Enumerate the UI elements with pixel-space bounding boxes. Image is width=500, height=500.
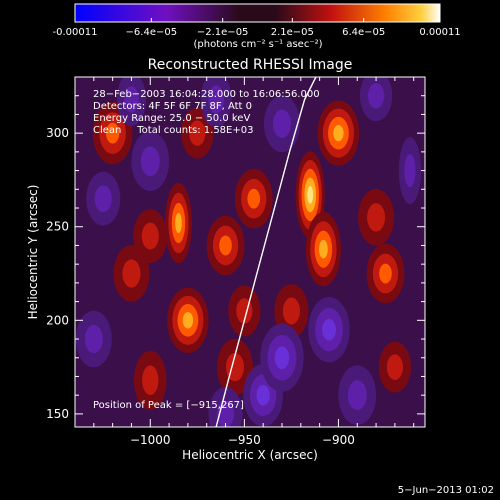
heatmap-blob xyxy=(116,77,147,127)
colorbar-unit-label: (photons cm⁻² s⁻¹ asec⁻²) xyxy=(193,39,322,50)
plot-frame xyxy=(74,76,426,428)
heatmap-blob xyxy=(308,297,350,363)
annotation-time-range: 28−Feb−2003 16:04:28.000 to 16:06:56.000 xyxy=(93,89,320,100)
heatmap-blob xyxy=(317,100,360,166)
y-tick-label: 250 xyxy=(46,220,69,234)
heatmap-image xyxy=(75,77,422,427)
heatmap-blob xyxy=(165,182,192,264)
heatmap-blob xyxy=(75,310,112,368)
heatmap-blob xyxy=(133,350,167,410)
x-tick-label: −1000 xyxy=(130,433,171,447)
colorbar-ticks: -0.00011 −6.4e−05 −2.1e−05 2.1e−05 6.4e−05 0.… xyxy=(53,18,461,38)
colorbar-tick-label: 6.4e−05 xyxy=(342,27,385,38)
colorbar-tick-label: −6.4e−05 xyxy=(126,27,178,38)
y-tick-label: 200 xyxy=(46,313,69,327)
annotation-peak-position: Position of Peak = [−915,267] xyxy=(93,400,244,411)
y-axis-label: Heliocentric Y (arcsec) xyxy=(26,185,40,320)
heatmap-blob xyxy=(113,245,150,302)
chart-title: Reconstructed RHESSI Image xyxy=(148,57,353,73)
axis-ticks: −1000 −950 −900 150 200 250 300 xyxy=(46,76,425,447)
heatmap-blob xyxy=(228,285,261,337)
solar-limb-curve xyxy=(215,77,317,427)
heatmap-blob xyxy=(133,209,168,263)
heatmap-blob xyxy=(86,171,121,226)
x-axis-label: Heliocentric X (arcsec) xyxy=(182,448,318,462)
colorbar-tick-label: -0.00011 xyxy=(53,27,98,38)
heatmap-blob xyxy=(378,341,412,393)
heatmap-blob xyxy=(338,365,377,425)
annotation-detectors: Detectors: 4F 5F 6F 7F 8F, Att 0 xyxy=(93,101,252,112)
annotation-clean-counts: Clean Total counts: 1.58E+03 xyxy=(93,125,253,136)
annotation-energy-range: Energy Range: 25.0 − 50.0 keV xyxy=(93,113,250,124)
y-tick-label: 150 xyxy=(46,407,69,421)
heatmap-blob xyxy=(366,243,405,304)
footer-date: 5−Jun−2013 01:02 xyxy=(398,485,494,496)
heatmap-blob xyxy=(234,168,273,229)
colorbar xyxy=(74,3,441,23)
heatmap-blob xyxy=(167,287,209,353)
heatmap-blob xyxy=(359,77,393,122)
heatmap-blob xyxy=(398,137,422,205)
heatmap-blob xyxy=(260,323,304,392)
heatmap-blob xyxy=(131,131,170,191)
x-tick-label: −950 xyxy=(228,433,261,447)
heatmap-blob xyxy=(200,77,232,128)
colorbar-tick-label: −2.1e−05 xyxy=(197,27,249,38)
colorbar-tick-label: 2.1e−05 xyxy=(271,27,314,38)
heatmap-blob xyxy=(305,212,341,287)
heatmap-blob xyxy=(181,107,214,159)
heatmap-blob xyxy=(263,95,301,153)
colorbar-tick-label: 0.00011 xyxy=(419,27,460,38)
heatmap-blob xyxy=(206,215,245,276)
x-tick-label: −900 xyxy=(322,433,355,447)
heatmap-blob xyxy=(358,189,395,246)
y-tick-label: 300 xyxy=(46,126,69,140)
